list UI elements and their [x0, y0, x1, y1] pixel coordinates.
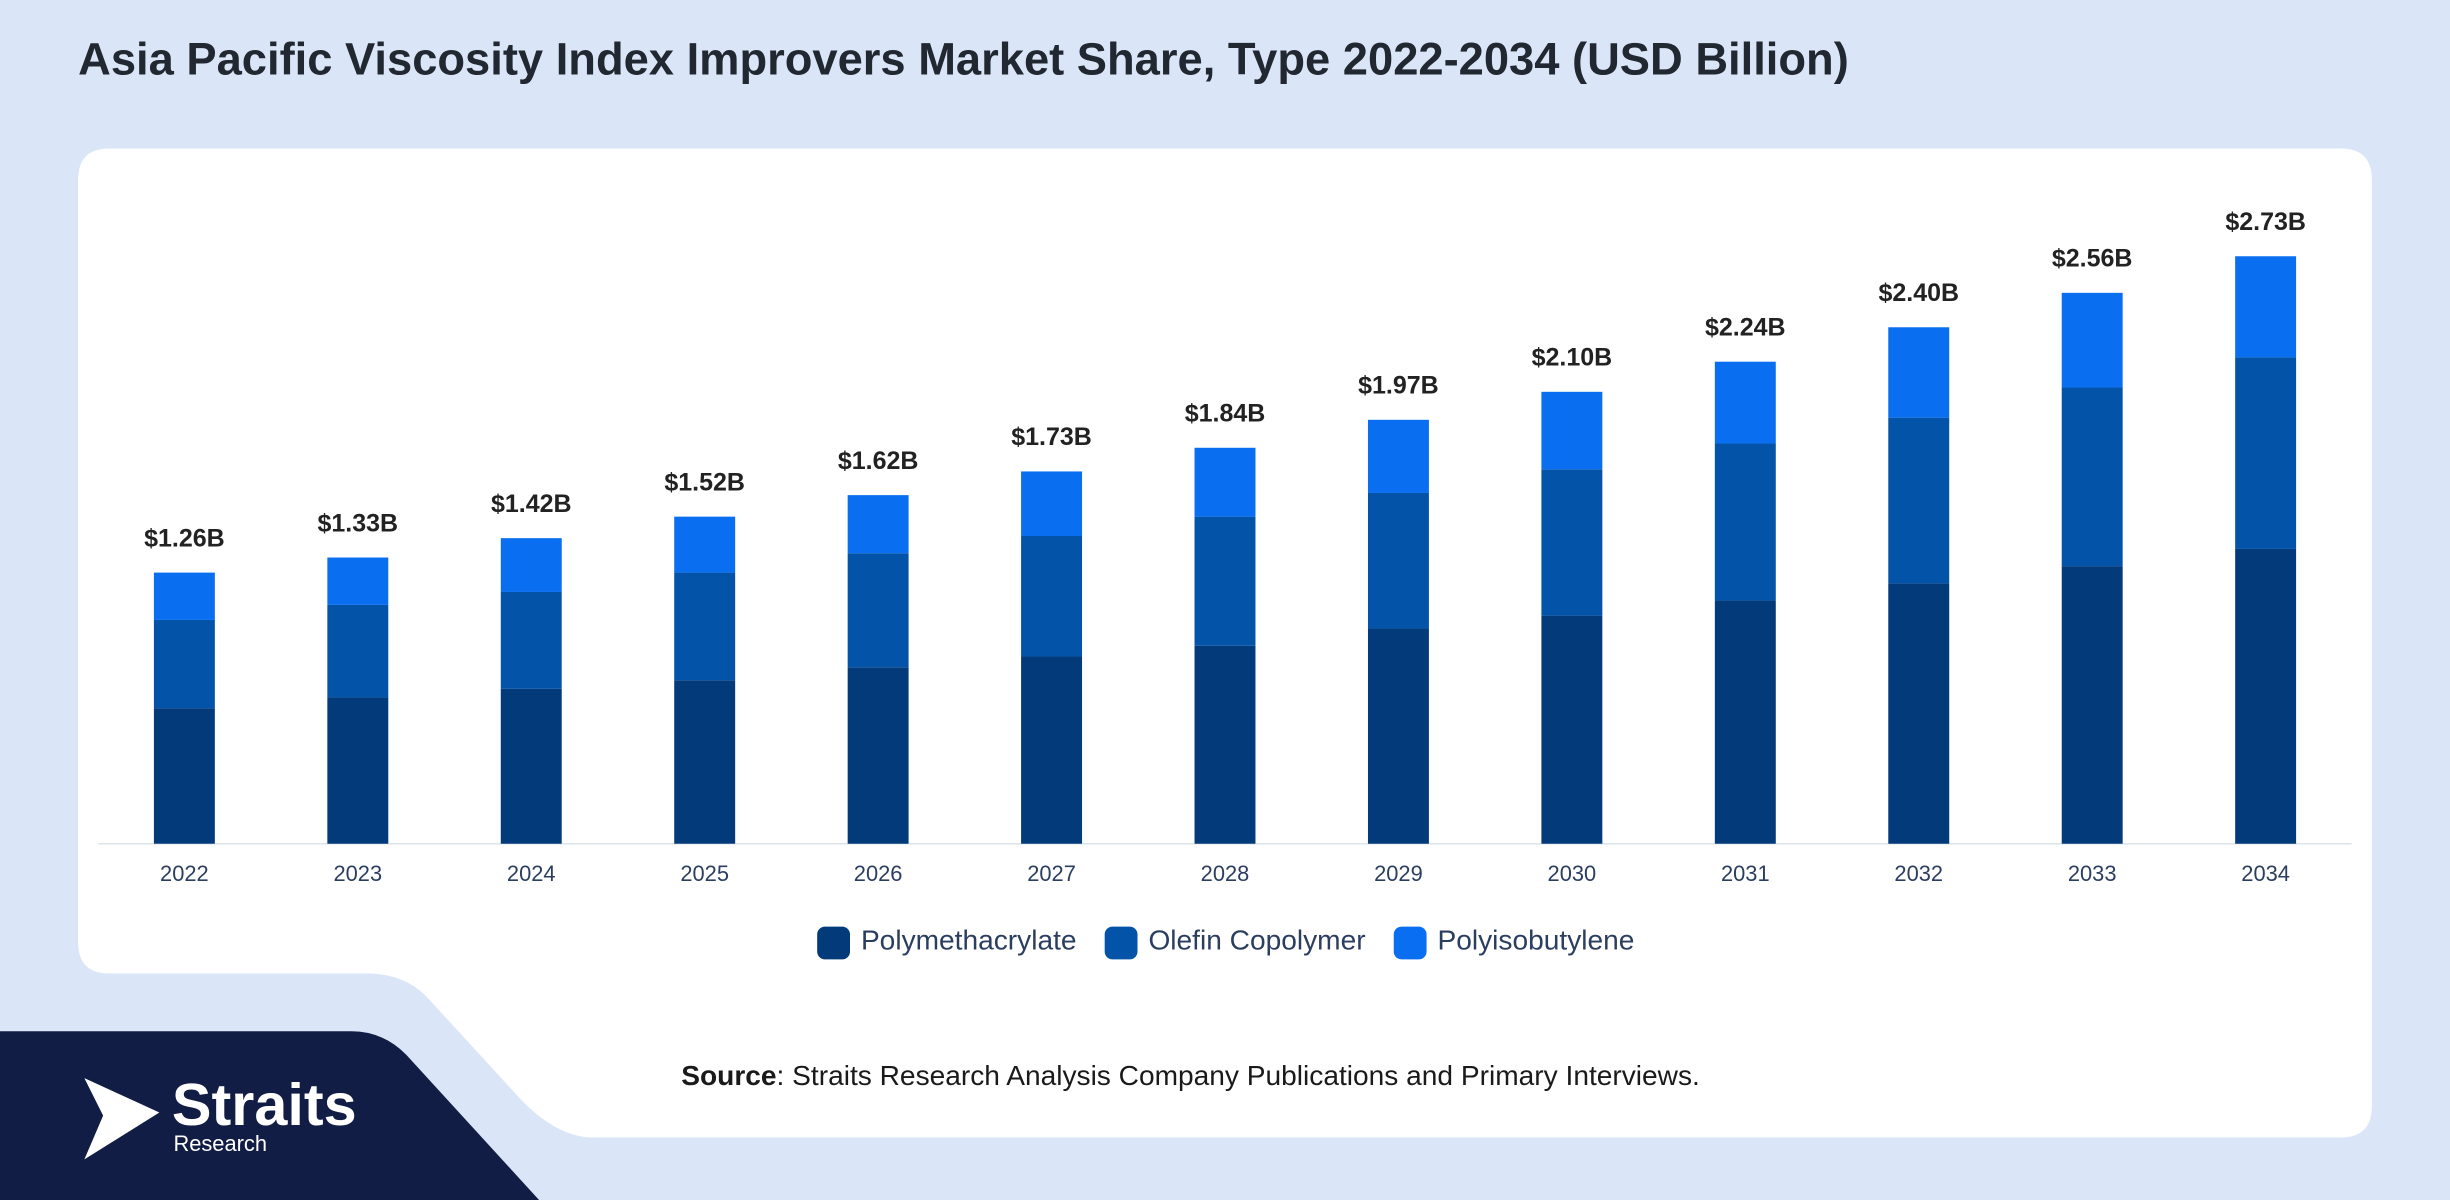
source-label: Source — [681, 1061, 776, 1092]
x-tick-label: 2022 — [160, 861, 209, 886]
logo-panel — [0, 1031, 540, 1200]
total-label: $2.73B — [2225, 208, 2306, 236]
bar-segment — [2235, 357, 2297, 549]
bar-segment — [1367, 492, 1429, 629]
x-tick-label: 2031 — [1721, 861, 1770, 886]
logo-name: Straits — [172, 1071, 357, 1138]
x-tick-label: 2023 — [333, 861, 382, 886]
total-label: $2.10B — [1532, 344, 1613, 372]
x-tick-label: 2030 — [1548, 861, 1597, 886]
bar-segment — [1194, 645, 1256, 844]
bar-segment — [847, 667, 909, 844]
source: Source: Straits Research Analysis Compan… — [681, 1061, 1700, 1092]
x-tick-label: 2032 — [1894, 861, 1943, 886]
total-label: $1.52B — [664, 468, 745, 496]
total-label: $1.73B — [1011, 423, 1092, 451]
bar-segment — [153, 572, 215, 620]
bar-segment — [2235, 548, 2297, 844]
bar-segment — [674, 516, 736, 573]
bar-segment — [1888, 327, 1950, 418]
bar-segment — [1541, 615, 1603, 844]
x-tick-label: 2025 — [680, 861, 729, 886]
bar-segment — [847, 495, 909, 554]
bar-segment — [1194, 516, 1256, 646]
bar-segment — [1367, 628, 1429, 844]
bar-segment — [1714, 361, 1776, 444]
bar-segment — [2061, 292, 2123, 388]
legend-swatch — [1393, 926, 1427, 960]
bar-segment — [327, 557, 389, 605]
x-tick-label: 2028 — [1201, 861, 1250, 886]
bar-segment — [500, 688, 562, 844]
bar-segment — [500, 591, 562, 689]
total-label: $2.24B — [1705, 313, 1786, 341]
x-tick-label: 2034 — [2241, 861, 2290, 886]
total-label: $1.26B — [144, 524, 225, 552]
total-label: $1.97B — [1358, 372, 1439, 400]
bar-segment — [1888, 583, 1950, 844]
logo-icon — [84, 1078, 160, 1160]
legend-swatch — [1104, 926, 1138, 960]
bar-segment — [1541, 391, 1603, 470]
x-tick-label: 2027 — [1027, 861, 1076, 886]
bar-segment — [1714, 600, 1776, 844]
bar-segment — [153, 708, 215, 844]
logo-sub: Research — [173, 1131, 267, 1156]
total-label: $2.40B — [1878, 279, 1959, 307]
x-tick-label: 2033 — [2068, 861, 2117, 886]
legend-swatch — [817, 926, 850, 960]
legend-label: Polyisobutylene — [1438, 925, 1635, 956]
bar-segment — [500, 538, 562, 592]
bar-segment — [1888, 417, 1950, 584]
bar-segment — [1021, 536, 1083, 657]
bar-segment — [1714, 443, 1776, 601]
total-label: $1.84B — [1185, 400, 1266, 428]
bar-segment — [1367, 419, 1429, 493]
bar-segment — [1021, 471, 1083, 537]
bar-segment — [2061, 387, 2123, 567]
bar-segment — [674, 572, 736, 681]
bar-segment — [2235, 256, 2297, 358]
bar-segment — [847, 553, 909, 668]
bar-segment — [1541, 469, 1603, 616]
total-label: $1.33B — [318, 509, 399, 537]
bar-segment — [674, 680, 736, 844]
total-label: $2.56B — [2052, 245, 2133, 273]
total-label: $1.62B — [838, 447, 919, 475]
legend-label: Olefin Copolymer — [1148, 925, 1365, 956]
source-text: : Straits Research Analysis Company Publ… — [777, 1061, 1700, 1092]
bar-segment — [327, 604, 389, 698]
chart-title: Asia Pacific Viscosity Index Improvers M… — [78, 33, 1849, 84]
bar-segment — [1194, 447, 1256, 517]
legend-label: Polymethacrylate — [861, 925, 1077, 956]
bar-segment — [327, 697, 389, 844]
bar-segment — [1021, 656, 1083, 844]
x-tick-label: 2026 — [854, 861, 903, 886]
bar-segment — [153, 619, 215, 709]
total-label: $1.42B — [491, 490, 572, 518]
x-tick-label: 2024 — [507, 861, 556, 886]
bar-segment — [2061, 566, 2123, 844]
x-tick-label: 2029 — [1374, 861, 1423, 886]
